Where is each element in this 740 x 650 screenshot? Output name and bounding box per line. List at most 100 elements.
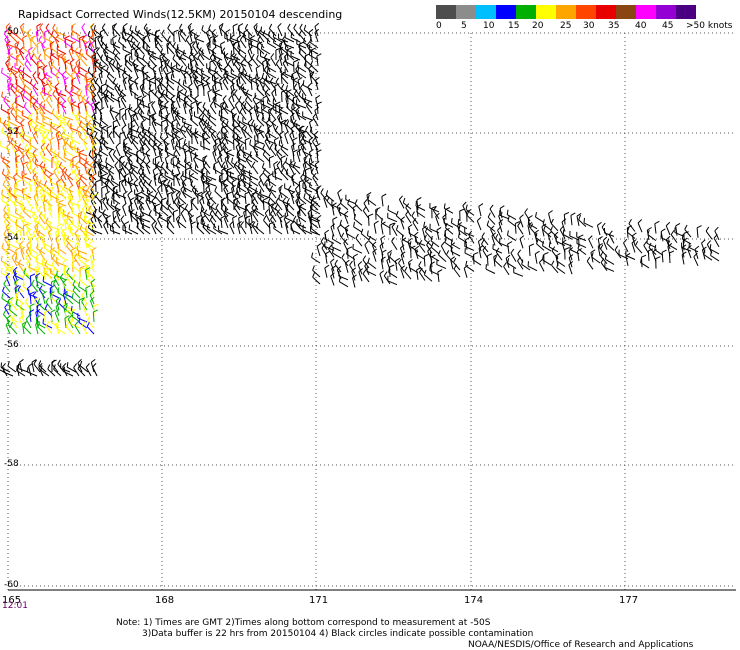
wind-barb-flag <box>63 232 66 238</box>
legend-label: 20 <box>532 21 544 31</box>
wind-barb-flag <box>450 217 453 223</box>
wind-barb <box>71 74 74 85</box>
wind-barb-flag <box>309 148 314 153</box>
wind-barb <box>53 171 60 181</box>
wind-barb-flag <box>600 251 604 257</box>
wind-barb-flag <box>72 285 76 291</box>
wind-barb-flag <box>315 186 320 192</box>
wind-barb-flag <box>338 206 341 213</box>
wind-barb-flag <box>9 321 13 327</box>
wind-barb <box>86 278 95 287</box>
wind-barb <box>646 242 657 249</box>
wind-barb <box>143 184 151 193</box>
wind-barb-flag <box>35 266 40 271</box>
wind-barb-flag <box>190 149 195 153</box>
wind-barb-flag <box>71 101 76 105</box>
wind-barb-flag <box>223 184 228 190</box>
wind-barb-flag <box>24 59 28 65</box>
wind-barb <box>440 245 447 255</box>
wind-barb-flag <box>39 23 44 28</box>
wind-barb-flag <box>182 49 185 55</box>
wind-barb-flag <box>416 197 422 201</box>
wind-barb-flag <box>308 136 314 141</box>
wind-barb <box>111 197 121 205</box>
wind-barb-flag <box>62 258 68 263</box>
wind-barb-flag <box>163 179 168 184</box>
wind-barb-flag <box>141 168 145 174</box>
wind-barb <box>40 146 46 157</box>
wind-barb-flag <box>380 235 386 239</box>
wind-barb-flag <box>146 188 149 194</box>
wind-barb <box>175 50 181 61</box>
wind-barb-flag <box>341 253 345 259</box>
wind-barb-flag <box>105 90 109 96</box>
wind-barb-flag <box>178 89 184 93</box>
wind-barb <box>23 89 32 97</box>
wind-barb-flag <box>249 106 254 111</box>
wind-barb-flag <box>110 200 113 206</box>
wind-barb-flag <box>286 102 289 108</box>
wind-barb-flag <box>87 217 91 223</box>
wind-barb <box>274 208 283 217</box>
wind-barb <box>208 196 217 205</box>
wind-barb <box>19 232 25 243</box>
wind-barb-flag <box>93 54 96 61</box>
wind-barb-flag <box>136 29 140 35</box>
wind-barb <box>60 135 67 145</box>
wind-barb-flag <box>260 26 262 32</box>
wind-barb <box>139 140 145 151</box>
wind-barb <box>424 274 433 282</box>
wind-barb-flag <box>343 238 348 244</box>
wind-barb <box>285 48 295 55</box>
wind-barb-flag <box>257 131 263 135</box>
wind-barb <box>49 293 60 299</box>
wind-barb-flag <box>248 74 251 80</box>
wind-barb-flag <box>304 54 307 60</box>
wind-barb-flag <box>78 61 81 67</box>
wind-barb-flag <box>62 234 68 239</box>
wind-barb-flag <box>253 22 258 28</box>
wind-barb <box>292 101 301 109</box>
wind-barb-flag <box>148 179 152 185</box>
wind-barb-flag <box>97 34 102 40</box>
wind-barb <box>493 256 496 267</box>
wind-barb-flag <box>5 272 11 278</box>
wind-barb-flag <box>316 149 322 153</box>
wind-barb-flag <box>7 122 10 128</box>
wind-barb <box>457 223 468 230</box>
wind-barb <box>78 279 88 287</box>
wind-barb-flag <box>203 125 207 131</box>
wind-barb <box>99 110 103 121</box>
wind-barb <box>45 271 53 281</box>
wind-barb <box>104 98 109 109</box>
wind-barb <box>295 68 301 79</box>
wind-barb-flag <box>136 54 139 60</box>
wind-barb-flag <box>91 247 97 251</box>
wind-barb-flag <box>221 47 226 53</box>
wind-barb <box>251 57 259 67</box>
wind-barb-flag <box>275 101 281 105</box>
wind-barb-flag <box>33 359 37 365</box>
wind-barb-flag <box>57 137 63 141</box>
wind-barb-flag <box>73 363 78 368</box>
wind-barb <box>298 197 307 205</box>
wind-barb-flag <box>191 131 197 135</box>
wind-barb-flag <box>259 172 264 178</box>
wind-barb <box>56 275 67 281</box>
wind-barb-flag <box>78 317 81 323</box>
wind-barb-flag <box>64 168 68 174</box>
wind-barb <box>128 133 139 139</box>
wind-barb-flag <box>134 106 139 112</box>
wind-barb <box>124 58 133 67</box>
wind-barb <box>269 189 277 199</box>
wind-barb <box>193 158 199 169</box>
wind-barb-flag <box>128 224 131 230</box>
wind-barb-flag <box>290 191 296 195</box>
wind-barb <box>312 141 319 151</box>
wind-barb-flag <box>158 148 164 153</box>
wind-barb-flag <box>141 118 147 123</box>
wind-barb-flag <box>17 65 22 71</box>
wind-barb <box>310 49 313 61</box>
wind-barb-flag <box>38 362 43 368</box>
wind-barb <box>104 182 109 193</box>
